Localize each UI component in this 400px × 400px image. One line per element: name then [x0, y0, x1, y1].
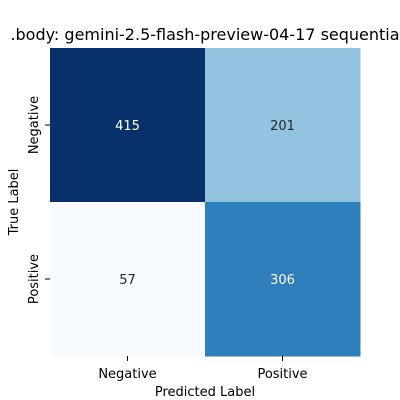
- x-axis-ticks: Negative Positive: [98, 356, 308, 382]
- heatmap-cell: [50, 202, 206, 357]
- chart-title: .body: gemini-2.5-flash-preview-04-17 se…: [10, 25, 399, 44]
- heatmap-cell-label: 415: [115, 119, 140, 134]
- y-axis-label: True Label: [7, 169, 22, 237]
- heatmap-cell: [50, 48, 206, 203]
- y-axis-ticks: Negative Positive: [27, 96, 50, 304]
- heatmap-cell-labels: 415 201 57 306: [115, 119, 295, 288]
- x-tick-label: Negative: [98, 367, 156, 382]
- x-tick-label: Positive: [257, 367, 307, 382]
- heatmap-cell-label: 201: [270, 119, 295, 134]
- y-tick-label: Negative: [27, 96, 42, 154]
- heatmap-cell-label: 57: [119, 273, 136, 288]
- heatmap-cells: [50, 48, 361, 357]
- y-tick-label: Positive: [27, 254, 42, 304]
- heatmap-cell: [205, 48, 361, 203]
- heatmap-cell: [205, 202, 361, 357]
- x-axis-label: Predicted Label: [155, 385, 255, 400]
- heatmap-cell-label: 306: [270, 273, 295, 288]
